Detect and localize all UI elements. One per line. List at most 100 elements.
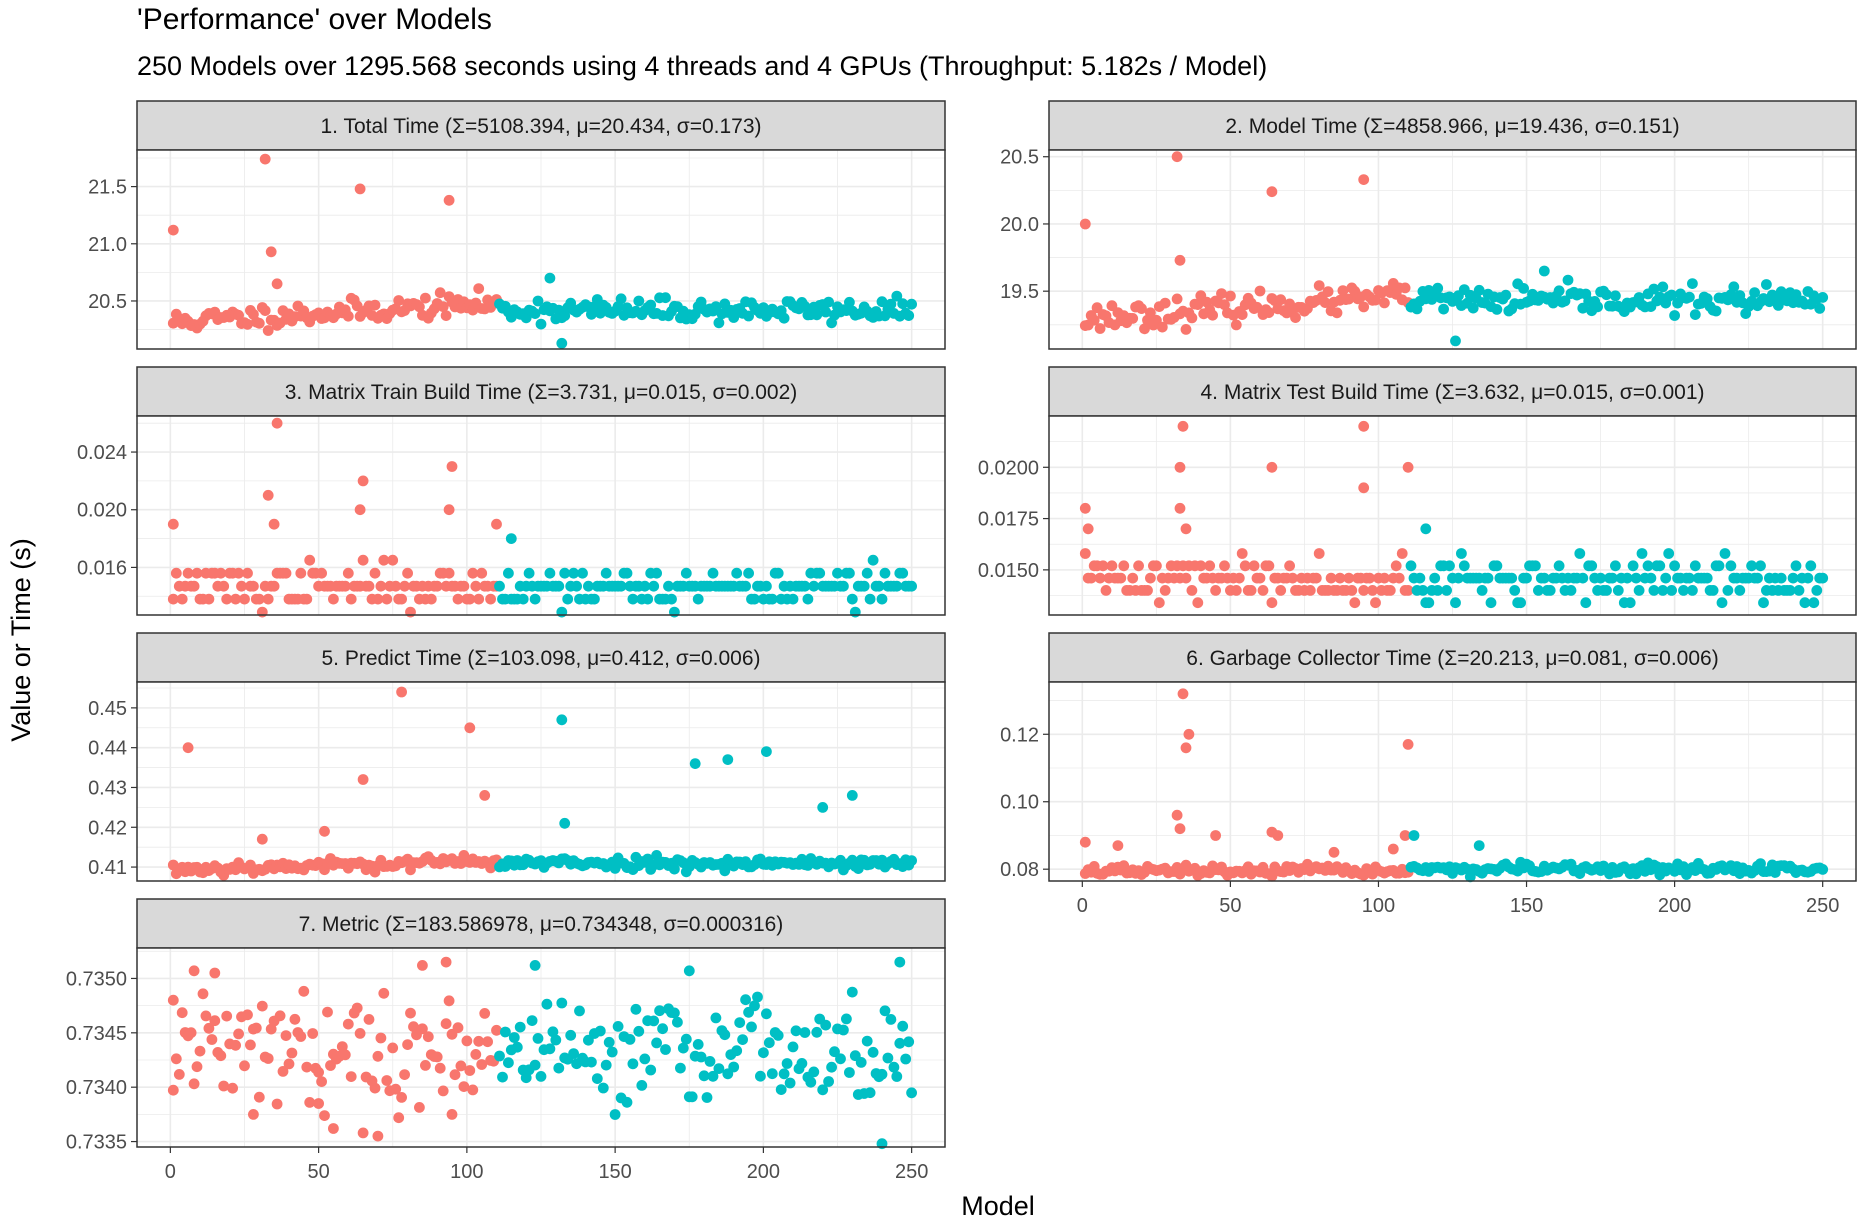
data-point: [743, 310, 754, 322]
data-point: [1808, 597, 1820, 609]
data-point: [304, 1097, 316, 1108]
data-point: [1610, 290, 1621, 302]
data-point: [876, 1068, 888, 1080]
data-point: [1509, 585, 1521, 596]
data-point: [437, 1085, 449, 1097]
data-point: [1553, 285, 1565, 297]
data-point: [1239, 560, 1251, 572]
x-tick-label: 150: [598, 1161, 631, 1183]
data-point: [1284, 560, 1295, 572]
data-point: [1313, 280, 1325, 291]
data-point: [766, 1068, 778, 1080]
data-point: [248, 1109, 259, 1120]
data-point: [191, 1061, 203, 1073]
data-point: [434, 1062, 446, 1074]
data-point: [1251, 301, 1263, 313]
data-point: [1275, 585, 1287, 596]
data-point: [1574, 548, 1586, 559]
data-point: [1408, 830, 1420, 841]
data-point: [749, 593, 760, 605]
data-point: [772, 1030, 784, 1041]
data-point: [342, 1018, 354, 1030]
facet-strip-label: 7. Metric (Σ=183.586978, μ=0.734348, σ=0…: [299, 913, 784, 936]
facet-strip-label: 5. Predict Time (Σ=103.098, μ=0.412, σ=0…: [321, 647, 760, 670]
data-point: [660, 1044, 671, 1055]
data-point: [1186, 585, 1198, 596]
data-point: [1156, 321, 1168, 333]
data-point: [1533, 585, 1544, 596]
data-point: [663, 580, 674, 592]
data-point: [1233, 572, 1245, 584]
x-tick-label: 200: [747, 1161, 780, 1183]
data-point: [1417, 585, 1429, 596]
data-point: [731, 1045, 743, 1057]
data-point: [357, 554, 369, 566]
data-point: [345, 1071, 357, 1082]
data-point: [417, 960, 428, 971]
data-point: [420, 1060, 431, 1071]
data-point: [505, 533, 517, 544]
data-point: [817, 1084, 829, 1096]
data-point: [476, 1059, 488, 1070]
data-point: [381, 593, 393, 605]
data-point: [259, 305, 271, 316]
x-axis-label: Model: [961, 1191, 1035, 1221]
data-point: [301, 593, 313, 605]
data-point: [1171, 809, 1183, 821]
data-point: [271, 278, 283, 290]
data-point: [680, 1033, 692, 1045]
data-point: [167, 1084, 179, 1096]
data-point: [1444, 560, 1455, 572]
data-point: [514, 1021, 526, 1033]
data-point: [838, 1024, 849, 1036]
data-point: [443, 504, 455, 516]
data-point: [778, 312, 790, 324]
data-point: [846, 593, 858, 605]
data-point: [396, 593, 407, 605]
data-point: [1749, 287, 1760, 298]
data-point: [1180, 742, 1192, 754]
data-point: [763, 1037, 775, 1049]
data-point: [446, 461, 458, 472]
data-point: [170, 1053, 182, 1065]
data-point: [568, 1048, 579, 1059]
data-point: [766, 593, 778, 605]
data-point: [885, 1014, 897, 1025]
data-point: [328, 593, 339, 605]
data-point: [1263, 560, 1275, 572]
data-point: [245, 1039, 256, 1051]
data-point: [1079, 218, 1091, 230]
data-point: [1325, 572, 1337, 584]
data-point: [316, 1076, 327, 1087]
data-point: [758, 1047, 769, 1059]
data-point: [1491, 560, 1503, 572]
data-point: [437, 301, 449, 313]
data-point: [206, 1034, 218, 1045]
data-point: [209, 967, 221, 979]
data-point: [1666, 289, 1677, 301]
y-tick-label: 0.08: [1000, 859, 1039, 881]
data-point: [417, 1023, 428, 1035]
data-point: [1657, 585, 1669, 596]
data-point: [861, 567, 873, 579]
data-point: [1429, 572, 1441, 584]
data-point: [390, 580, 402, 592]
data-point: [606, 1046, 618, 1058]
data-point: [473, 283, 485, 294]
data-point: [1174, 254, 1186, 266]
facet-strip-label: 2. Model Time (Σ=4858.966, μ=19.436, σ=0…: [1225, 115, 1679, 138]
data-point: [523, 567, 535, 579]
data-point: [894, 956, 906, 968]
data-point: [402, 1039, 413, 1050]
data-point: [627, 593, 639, 605]
data-point: [1174, 461, 1186, 473]
data-point: [1313, 548, 1325, 559]
data-point: [796, 1058, 808, 1069]
data-point: [236, 580, 247, 592]
data-point: [1219, 560, 1230, 572]
data-point: [215, 1050, 227, 1062]
data-point: [221, 1010, 233, 1022]
data-point: [363, 1014, 375, 1025]
data-point: [336, 1041, 348, 1052]
data-point: [630, 1003, 642, 1015]
